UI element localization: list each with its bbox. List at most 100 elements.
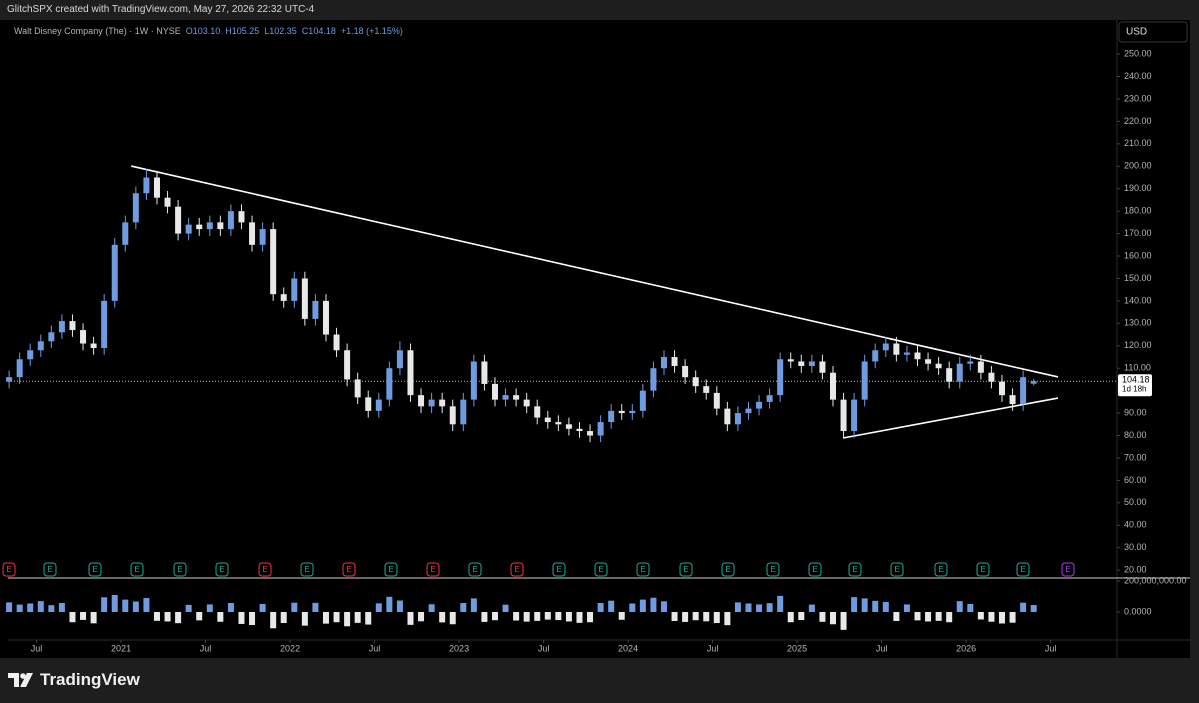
volume-bar	[819, 612, 826, 622]
volume-bar	[692, 612, 699, 621]
volume-bar	[998, 612, 1005, 624]
earnings-marker[interactable]	[721, 562, 735, 577]
x-tick-label: 2021	[111, 643, 131, 653]
earnings-marker[interactable]	[130, 562, 144, 577]
volume-bar	[238, 612, 245, 624]
candle-body	[734, 413, 741, 425]
candle-body	[365, 397, 372, 411]
earnings-marker[interactable]	[679, 562, 693, 577]
candle-body	[576, 428, 583, 432]
earnings-marker[interactable]	[215, 562, 229, 577]
volume-bar	[481, 612, 488, 622]
earnings-marker[interactable]	[258, 562, 272, 577]
candle-body	[639, 390, 646, 411]
volume-bar	[280, 612, 287, 624]
earnings-marker[interactable]	[848, 562, 862, 577]
candle-body	[270, 229, 277, 295]
x-tick-label: Jul	[538, 643, 550, 653]
candle-body	[956, 363, 963, 382]
candle-body	[967, 361, 974, 364]
candle-body	[312, 300, 319, 319]
candle-body	[1030, 381, 1037, 384]
volume-bar	[724, 612, 731, 626]
candle-body	[153, 177, 160, 198]
volume-bar	[101, 597, 108, 613]
volume-bar	[460, 603, 467, 613]
earnings-marker[interactable]	[1061, 562, 1075, 577]
volume-bar	[69, 612, 76, 623]
candle-body	[111, 244, 118, 301]
candle-body	[724, 408, 731, 425]
candle-body	[925, 359, 932, 364]
earnings-marker[interactable]	[976, 562, 990, 577]
earnings-label: E	[514, 565, 519, 574]
candle-body	[280, 294, 287, 301]
x-tick-label: 2025	[787, 643, 807, 653]
earnings-label: E	[472, 565, 477, 574]
volume-bar	[608, 600, 615, 613]
x-tick-label: Jul	[200, 643, 212, 653]
candle-body	[143, 177, 150, 194]
earnings-marker[interactable]	[88, 562, 102, 577]
earnings-label: E	[6, 565, 11, 574]
candle-body	[650, 368, 657, 391]
candle-body	[491, 383, 498, 400]
volume-bar	[27, 603, 34, 613]
x-tick-label: Jul	[31, 643, 43, 653]
earnings-marker[interactable]	[552, 562, 566, 577]
y-tick-label: 230.00	[1124, 93, 1152, 103]
earnings-marker[interactable]	[468, 562, 482, 577]
y-tick-label: 80.00	[1124, 430, 1147, 440]
earnings-marker[interactable]	[342, 562, 356, 577]
candle-body	[914, 352, 921, 360]
earnings-marker[interactable]	[636, 562, 650, 577]
y-tick-label: 60.00	[1124, 475, 1147, 485]
y-tick-label: 110.00	[1124, 363, 1151, 373]
earnings-marker[interactable]	[43, 562, 57, 577]
ohlc-value: C104.18	[301, 26, 336, 36]
earnings-marker[interactable]	[426, 562, 440, 577]
candle-body	[977, 361, 984, 373]
earnings-marker[interactable]	[510, 562, 524, 577]
candle-body	[344, 350, 351, 380]
ohlc-value: H105.25	[225, 26, 260, 36]
candle-body	[513, 395, 520, 400]
earnings-label: E	[1065, 565, 1070, 574]
earnings-marker[interactable]	[1016, 562, 1030, 577]
brand: TradingView	[40, 670, 140, 689]
earnings-marker[interactable]	[934, 562, 948, 577]
candle-body	[840, 399, 847, 432]
earnings-label: E	[219, 565, 224, 574]
x-tick-label: 2023	[449, 643, 469, 653]
candle-body	[249, 222, 256, 245]
volume-bar	[491, 612, 498, 621]
earnings-label: E	[262, 565, 267, 574]
candle-body	[37, 341, 44, 351]
candle-body	[1020, 377, 1027, 405]
volume-bar	[37, 601, 44, 613]
earnings-marker[interactable]	[766, 562, 780, 577]
currency-box[interactable]	[1118, 21, 1188, 43]
candle-body	[132, 193, 139, 223]
candle-body	[185, 224, 192, 234]
candle-body	[829, 372, 836, 400]
x-tick-label: Jul	[1045, 643, 1057, 653]
earnings-marker[interactable]	[300, 562, 314, 577]
earnings-label: E	[430, 565, 435, 574]
ohlc-value: +1.18 (+1.15%)	[340, 26, 403, 36]
earnings-marker[interactable]	[384, 562, 398, 577]
volume-bar	[164, 612, 171, 622]
earnings-marker[interactable]	[2, 562, 16, 577]
candle-body	[534, 406, 541, 418]
earnings-marker[interactable]	[808, 562, 822, 577]
earnings-marker[interactable]	[173, 562, 187, 577]
earnings-label: E	[812, 565, 817, 574]
earnings-marker[interactable]	[890, 562, 904, 577]
earnings-marker[interactable]	[594, 562, 608, 577]
volume-bar	[217, 612, 224, 622]
candle-body	[1009, 395, 1016, 405]
candle-body	[745, 408, 752, 414]
candle-body	[206, 222, 213, 230]
volume-bar	[872, 600, 879, 613]
